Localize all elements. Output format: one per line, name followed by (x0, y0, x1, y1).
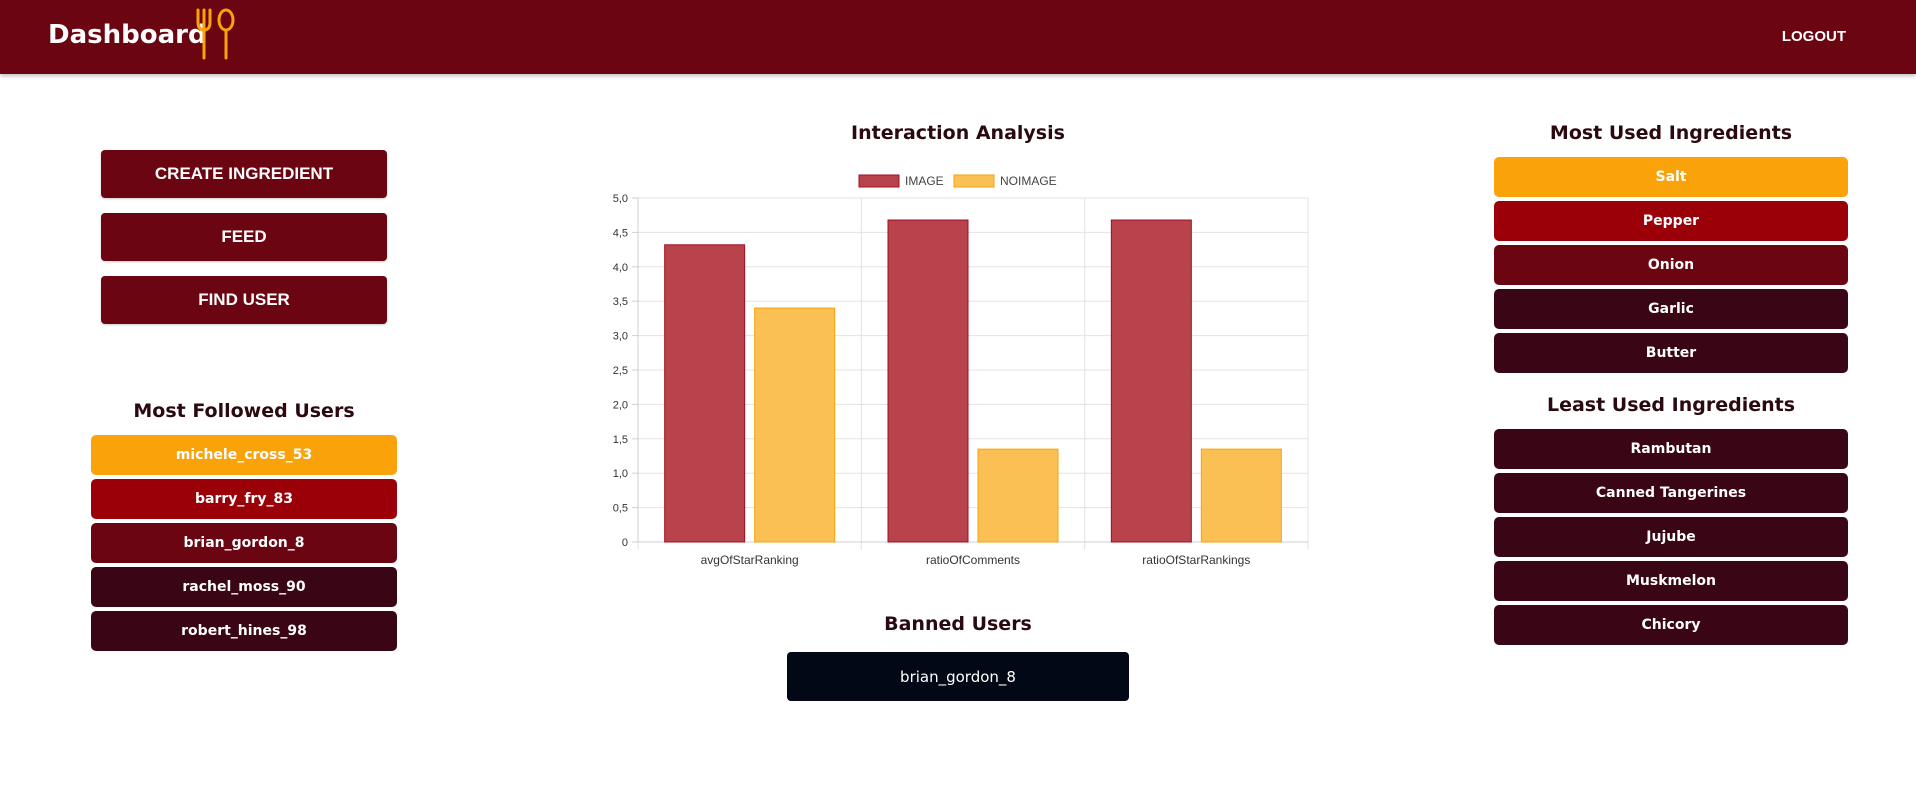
interaction-chart: 0 0,5 1,0 1,5 2,0 2,5 3,0 3,5 4,0 4,5 5,0 avgOfStar… (613, 174, 1309, 567)
least-used-ingredient-item[interactable]: Jujube (1494, 517, 1848, 557)
legend-swatch-image (858, 174, 900, 188)
create-ingredient-button[interactable]: CREATE INGREDIENT (101, 150, 387, 198)
bar-noimage-avgOfStarRanking (754, 307, 836, 543)
least-used-ingredient-item[interactable]: Muskmelon (1494, 561, 1848, 601)
y-tick-label: 3,5 (613, 296, 628, 308)
legend-label-image: IMAGE (905, 174, 944, 188)
most-used-ingredient-item[interactable]: Salt (1494, 157, 1848, 197)
y-tick-label: 4,5 (613, 227, 628, 239)
least-used-ingredient-item[interactable]: Chicory (1494, 605, 1848, 645)
logout-button[interactable]: LOGOUT (1781, 28, 1846, 45)
y-tick-label: 0,5 (613, 503, 628, 515)
bar-noimage-ratioOfComments (977, 448, 1059, 543)
y-tick-label: 3,0 (613, 331, 628, 343)
app-title[interactable]: Dashboard (48, 20, 207, 50)
most-used-ingredient-item[interactable]: Pepper (1494, 201, 1848, 241)
y-tick-label: 2,5 (613, 365, 628, 377)
bar-image-ratioOfComments (887, 219, 969, 543)
followed-user-item[interactable]: rachel_moss_90 (91, 567, 397, 607)
y-tick-label: 2,0 (613, 399, 628, 411)
y-tick-label: 0 (622, 537, 628, 549)
feed-button[interactable]: FEED (101, 213, 387, 261)
most-used-title: Most Used Ingredients (1549, 122, 1793, 144)
x-tick-label: ratioOfComments (926, 553, 1020, 567)
banned-user-item[interactable]: brian_gordon_8 (787, 652, 1129, 701)
followed-user-item[interactable]: barry_fry_83 (91, 479, 397, 519)
most-used-ingredient-item[interactable]: Garlic (1494, 289, 1848, 329)
find-user-button[interactable]: FIND USER (101, 276, 387, 324)
bar-image-avgOfStarRanking (664, 244, 746, 543)
most-used-ingredient-item[interactable]: Butter (1494, 333, 1848, 373)
least-used-title: Least Used Ingredients (1546, 394, 1796, 416)
legend-swatch-noimage (953, 174, 995, 188)
x-tick-label: avgOfStarRanking (701, 553, 799, 567)
followed-user-item[interactable]: michele_cross_53 (91, 435, 397, 475)
most-used-ingredient-item[interactable]: Onion (1494, 245, 1848, 285)
most-followed-title: Most Followed Users (133, 400, 355, 422)
banned-users-title: Banned Users (884, 613, 1032, 635)
legend-label-noimage: NOIMAGE (1000, 174, 1057, 188)
least-used-ingredient-item[interactable]: Canned Tangerines (1494, 473, 1848, 513)
fork-spoon-icon (196, 8, 235, 60)
y-tick-label: 4,0 (613, 262, 628, 274)
chart-title: Interaction Analysis (851, 122, 1065, 144)
bar-noimage-ratioOfStarRankings (1200, 448, 1282, 543)
followed-user-item[interactable]: brian_gordon_8 (91, 523, 397, 563)
least-used-ingredient-item[interactable]: Rambutan (1494, 429, 1848, 469)
y-tick-label: 1,5 (613, 434, 628, 446)
x-tick-label: ratioOfStarRankings (1142, 553, 1250, 567)
y-tick-label: 1,0 (613, 468, 628, 480)
y-tick-label: 5,0 (613, 193, 628, 205)
bar-image-ratioOfStarRankings (1110, 219, 1192, 543)
followed-user-item[interactable]: robert_hines_98 (91, 611, 397, 651)
top-navbar: Dashboard LOGOUT (0, 0, 1916, 74)
